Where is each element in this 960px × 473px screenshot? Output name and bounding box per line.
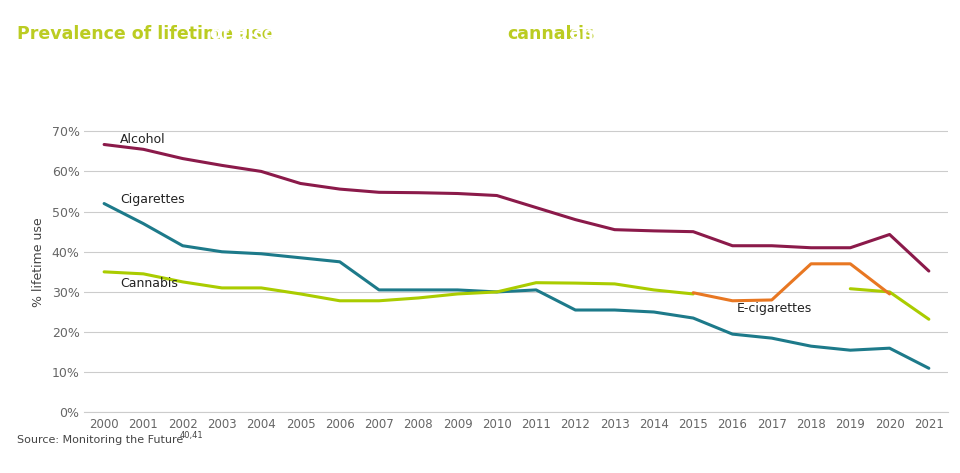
Text: Cigarettes: Cigarettes bbox=[120, 193, 184, 206]
Text: Alcohol: Alcohol bbox=[120, 133, 165, 146]
Text: Prevalence of lifetime use: Prevalence of lifetime use bbox=[17, 25, 274, 43]
Text: 2000-2021: 2000-2021 bbox=[17, 79, 122, 97]
Text: of alcohol, cigarettes, e-cigarettes and: of alcohol, cigarettes, e-cigarettes and bbox=[204, 25, 598, 43]
Text: 40,41: 40,41 bbox=[180, 431, 204, 440]
Text: E-cigarettes: E-cigarettes bbox=[736, 302, 811, 315]
Text: Source: Monitoring the Future: Source: Monitoring the Future bbox=[17, 435, 183, 445]
Text: cannabis: cannabis bbox=[507, 25, 594, 43]
Y-axis label: % lifetime use: % lifetime use bbox=[32, 217, 45, 307]
Text: Cannabis: Cannabis bbox=[120, 277, 178, 290]
Text: among youth:: among youth: bbox=[564, 25, 707, 43]
